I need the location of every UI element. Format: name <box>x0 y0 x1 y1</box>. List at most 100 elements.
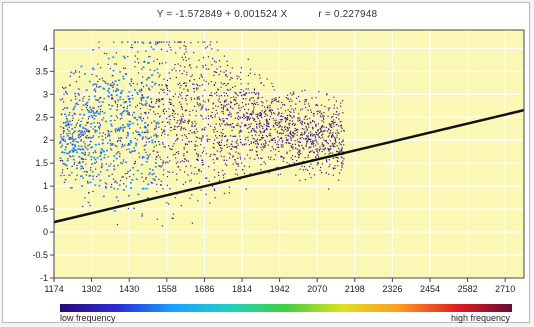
data-point <box>335 113 337 115</box>
data-point <box>256 154 258 156</box>
data-point <box>230 107 232 109</box>
data-point <box>181 56 183 58</box>
data-point <box>282 116 284 118</box>
data-point <box>269 116 271 118</box>
data-point <box>78 133 81 136</box>
regression-equation: Y = -1.572849 + 0.001524 X r = 0.227948 <box>0 9 534 20</box>
data-point <box>327 143 329 145</box>
data-point <box>113 41 115 43</box>
data-point <box>200 170 202 173</box>
data-point <box>222 113 225 115</box>
data-point <box>277 136 279 138</box>
data-point <box>95 91 97 93</box>
data-point <box>82 205 84 208</box>
data-point <box>112 98 114 100</box>
data-point <box>148 42 151 44</box>
data-point <box>226 122 228 124</box>
data-point <box>305 99 307 101</box>
data-point <box>328 188 330 190</box>
data-point <box>263 143 265 145</box>
data-point <box>79 161 81 163</box>
data-point <box>232 123 234 125</box>
data-point <box>71 133 74 135</box>
data-point <box>212 57 214 60</box>
data-point <box>326 130 329 132</box>
data-point <box>79 149 82 151</box>
data-point <box>197 87 199 89</box>
data-point <box>198 168 201 171</box>
data-point <box>332 121 334 123</box>
data-point <box>177 83 179 86</box>
data-point <box>204 89 206 91</box>
data-point <box>281 112 283 115</box>
data-point <box>315 124 317 126</box>
data-point <box>223 104 225 106</box>
x-tick-label: 2582 <box>458 284 478 294</box>
data-point <box>175 70 177 72</box>
data-point <box>228 192 230 194</box>
data-point <box>162 109 164 111</box>
data-point <box>273 112 275 114</box>
data-point <box>134 162 136 164</box>
data-point <box>148 104 150 106</box>
data-point <box>104 182 106 184</box>
data-point <box>334 145 336 148</box>
data-point <box>218 98 220 100</box>
data-point <box>161 134 163 136</box>
data-point <box>307 135 309 137</box>
data-point <box>210 125 212 127</box>
data-point <box>217 49 219 51</box>
data-point <box>321 163 323 165</box>
data-point <box>173 119 175 121</box>
data-point <box>211 48 213 50</box>
data-point <box>186 160 188 162</box>
data-point <box>202 41 204 43</box>
data-point <box>179 65 182 67</box>
data-point <box>61 113 63 116</box>
data-point <box>278 123 280 125</box>
data-point <box>93 107 95 109</box>
data-point <box>158 126 160 128</box>
data-point <box>70 156 72 158</box>
data-point <box>62 138 65 140</box>
data-point <box>277 144 280 146</box>
data-point <box>85 124 87 126</box>
data-point <box>297 118 299 120</box>
data-point <box>158 105 160 107</box>
data-point <box>163 169 165 171</box>
data-point <box>97 173 100 176</box>
data-point <box>67 124 70 126</box>
data-point <box>68 151 71 154</box>
data-point <box>235 103 237 105</box>
data-point <box>233 146 235 148</box>
data-point <box>310 131 312 133</box>
data-point <box>187 160 190 162</box>
data-point <box>247 58 249 60</box>
data-point <box>288 123 290 125</box>
data-point <box>315 125 317 128</box>
data-point <box>283 130 285 132</box>
data-point <box>298 149 300 151</box>
data-point <box>271 98 273 100</box>
data-point <box>303 122 306 125</box>
data-point <box>240 83 242 85</box>
data-point <box>140 113 142 115</box>
data-point <box>92 110 94 112</box>
data-point <box>271 113 273 115</box>
data-point <box>75 71 77 73</box>
data-point <box>66 143 68 145</box>
data-point <box>163 146 165 148</box>
data-point <box>195 136 197 138</box>
data-point <box>179 93 181 95</box>
data-point <box>261 149 263 151</box>
data-point <box>260 113 263 116</box>
data-point <box>322 136 324 138</box>
data-point <box>158 98 160 100</box>
data-point <box>156 68 158 70</box>
data-point <box>108 87 110 90</box>
data-point <box>153 60 155 62</box>
data-point <box>172 109 174 111</box>
data-point <box>341 162 343 164</box>
data-point <box>256 127 258 129</box>
data-point <box>191 123 193 125</box>
